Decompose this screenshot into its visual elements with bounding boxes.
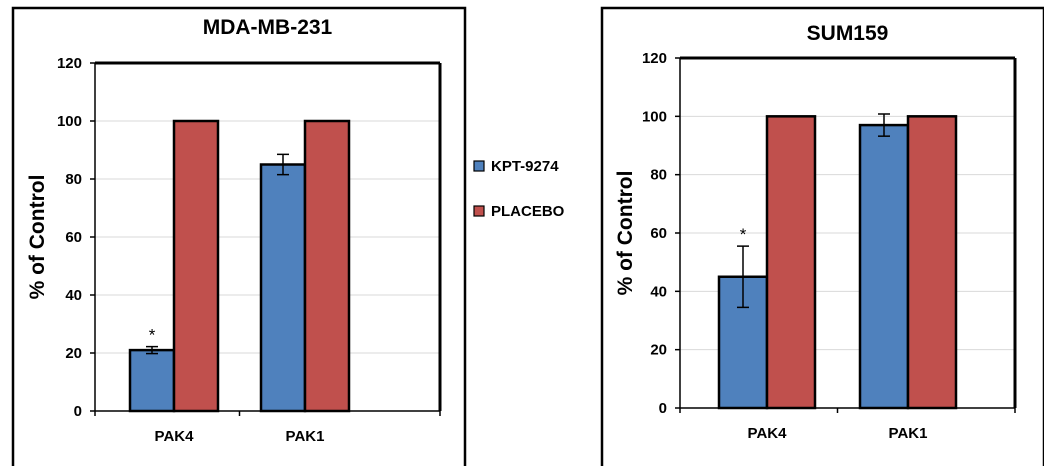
significance-marker: * bbox=[740, 225, 747, 244]
x-tick-label-pak1: PAK1 bbox=[286, 428, 325, 445]
chart-title: SUM159 bbox=[807, 22, 889, 45]
legend-swatch-kpt-9274 bbox=[473, 160, 485, 172]
chart-mda-mb-231: MDA-MB-231 0 20 40 60 80 100 120 * PAK4 PAK1 % of C… bbox=[11, 6, 467, 466]
y-tick-label: 60 bbox=[650, 225, 667, 242]
legend-label-placebo: PLACEBO bbox=[491, 203, 565, 220]
y-tick-label: 60 bbox=[65, 229, 82, 246]
y-axis-label: % of Control bbox=[614, 171, 637, 296]
y-tick-label: 0 bbox=[659, 400, 667, 417]
bar-placebo-pak1 bbox=[906, 115, 958, 410]
bar-kpt-9274-pak1 bbox=[259, 163, 307, 413]
y-tick-label: 0 bbox=[74, 403, 82, 420]
y-tick-label: 100 bbox=[642, 108, 667, 125]
bar-kpt-9274-pak1 bbox=[858, 123, 910, 410]
x-tick-label-pak4: PAK4 bbox=[155, 428, 195, 445]
bar-placebo-pak1 bbox=[303, 119, 351, 413]
legend-label-kpt-9274: KPT-9274 bbox=[491, 158, 559, 175]
legend-swatch-placebo bbox=[473, 205, 485, 217]
y-axis-label: % of Control bbox=[26, 175, 49, 300]
significance-marker: * bbox=[149, 326, 156, 345]
y-tick-label: 20 bbox=[65, 345, 82, 362]
chart-sum159: SUM159 0 20 40 60 80 100 120 * PAK4 PAK1 % of Contr… bbox=[600, 6, 1044, 466]
chart-title: MDA-MB-231 bbox=[203, 16, 333, 39]
y-tick-label: 100 bbox=[57, 113, 82, 130]
y-tick-label: 40 bbox=[65, 287, 82, 304]
y-tick-label: 80 bbox=[650, 167, 667, 184]
bar-placebo-pak4 bbox=[765, 115, 817, 410]
y-tick-label: 120 bbox=[57, 55, 82, 72]
x-tick-label-pak1: PAK1 bbox=[889, 425, 928, 442]
chart-frame bbox=[600, 6, 1044, 466]
x-tick-label-pak4: PAK4 bbox=[748, 425, 788, 442]
legend: KPT-9274 PLACEBO bbox=[473, 158, 565, 220]
y-tick-label: 80 bbox=[65, 171, 82, 188]
y-tick-label: 20 bbox=[650, 342, 667, 359]
y-tick-label: 40 bbox=[650, 283, 667, 300]
bar-kpt-9274-pak4 bbox=[128, 348, 176, 413]
y-tick-label: 120 bbox=[642, 50, 667, 67]
bar-placebo-pak4 bbox=[172, 119, 220, 413]
chart-frame bbox=[11, 6, 467, 466]
